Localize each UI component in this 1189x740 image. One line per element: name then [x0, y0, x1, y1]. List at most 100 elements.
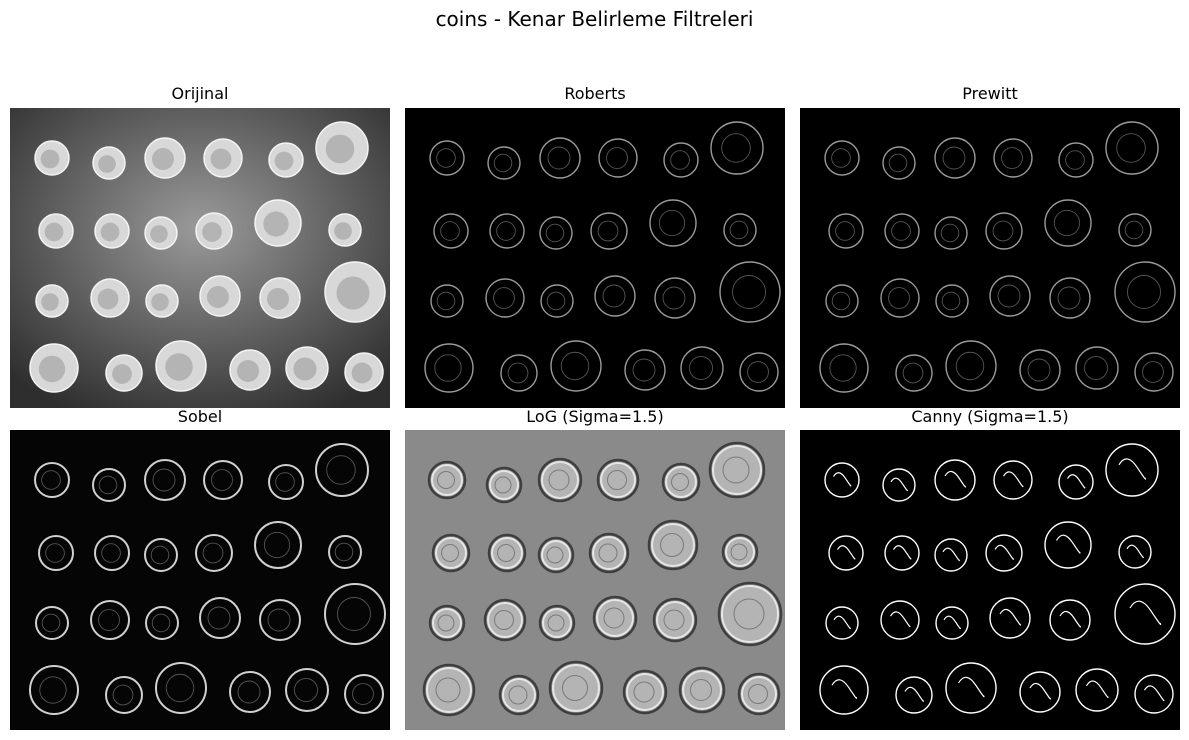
- coin-inner-edge: [440, 221, 460, 241]
- coin-edge: [285, 668, 329, 712]
- coin-edge-dark: [708, 441, 766, 499]
- coin-edge-dark: [428, 604, 466, 642]
- coin-edge-light: [426, 667, 472, 713]
- coin-inner-edge: [267, 608, 291, 632]
- coin-edge-light: [431, 464, 463, 496]
- coin-relief: [733, 598, 765, 630]
- coin-inner-edge: [507, 362, 529, 384]
- coin-edge-light: [651, 523, 695, 567]
- coin-inner-edge: [732, 275, 766, 309]
- coin-inner-edge: [150, 545, 170, 565]
- coin-inner-edge: [1118, 458, 1147, 480]
- coin-inner-edge: [1116, 133, 1146, 163]
- coin-edge-light: [656, 601, 694, 639]
- coin-edge: [828, 213, 864, 249]
- coin-inner-edge: [729, 220, 749, 240]
- coin-relief: [671, 473, 689, 491]
- coin-inner-edge: [606, 147, 628, 169]
- coin-edge: [882, 468, 916, 502]
- coin-edge-light: [682, 670, 722, 710]
- coin-inner-edge: [352, 683, 374, 705]
- coin-edge: [590, 212, 628, 250]
- coin-inner-edge: [546, 291, 566, 311]
- coin-edge-dark: [652, 597, 698, 643]
- coin-edge-dark: [431, 533, 471, 573]
- coin-edge: [1058, 142, 1094, 178]
- coin-edge-dark: [548, 660, 604, 716]
- coin-inner-edge: [944, 470, 966, 488]
- coin-edge: [934, 459, 976, 501]
- coin-inner-edge: [597, 220, 619, 242]
- coin-edge: [895, 354, 933, 392]
- coin-inner-edge: [994, 544, 1014, 560]
- coin-edge: [550, 340, 602, 392]
- coin-edge: [195, 534, 233, 572]
- coin-inner-edge: [942, 547, 960, 562]
- coin-edge: [989, 275, 1031, 317]
- coin-inner-edge: [670, 150, 690, 170]
- coin-edge-light: [487, 602, 523, 638]
- image-background: [800, 108, 1180, 408]
- coin-inner-edge: [493, 153, 513, 173]
- coin-edge: [824, 462, 860, 498]
- coin-edge: [315, 443, 369, 497]
- image-canny: [800, 430, 1180, 730]
- coin-relief: [100, 222, 120, 242]
- figure-title: coins - Kenar Belirleme Filtreleri: [435, 7, 754, 31]
- coin-relief: [165, 353, 193, 381]
- coin-relief: [598, 543, 618, 563]
- coin-edge: [594, 275, 636, 317]
- coin-inner-edge: [836, 545, 856, 560]
- panel-title-log: LoG (Sigma=1.5): [526, 407, 664, 426]
- coin-inner-edge: [1124, 220, 1144, 240]
- coin-relief: [437, 471, 455, 489]
- coin-inner-edge: [662, 286, 686, 310]
- coin-inner-edge: [436, 148, 456, 168]
- panel-original: [10, 108, 390, 408]
- coin-edge: [500, 354, 538, 392]
- coin-edge: [895, 676, 933, 714]
- coin-inner-edge: [45, 543, 65, 563]
- coin-inner-edge: [1085, 680, 1109, 698]
- coin-relief: [548, 469, 570, 491]
- panel-title-original: Orijinal: [171, 84, 229, 103]
- coin-edge: [1075, 668, 1119, 712]
- coin-inner-edge: [831, 291, 851, 311]
- coin-edge: [819, 343, 869, 393]
- coin-inner-edge: [997, 284, 1021, 308]
- coin-relief: [336, 276, 370, 310]
- coin-edge: [145, 606, 179, 640]
- coin-edge-light: [489, 470, 519, 500]
- coin-inner-edge: [1126, 544, 1144, 559]
- coin-edge-dark: [661, 462, 701, 502]
- coin-inner-edge: [211, 469, 233, 491]
- coin-edge-dark: [737, 672, 781, 716]
- coin-edge-light: [491, 537, 523, 569]
- coin-inner-edge: [999, 608, 1021, 626]
- coin-relief: [748, 684, 768, 704]
- coin-inner-edge: [98, 609, 120, 631]
- coin-edge-light: [542, 608, 572, 638]
- coin-edge-dark: [427, 460, 467, 500]
- coin-inner-edge: [941, 291, 961, 311]
- coin-relief: [351, 362, 373, 384]
- image-background: [800, 430, 1180, 730]
- coin-relief: [202, 222, 222, 242]
- coin-edge-dark: [678, 666, 726, 714]
- coin-edge: [880, 278, 920, 318]
- coin-edge-light: [552, 664, 600, 712]
- coin-edge: [945, 340, 997, 392]
- coin-edge: [268, 464, 304, 500]
- image-background: [10, 430, 390, 730]
- coin-inner-edge: [1066, 474, 1086, 489]
- coin-inner-edge: [436, 291, 456, 311]
- coin-inner-edge: [747, 361, 769, 383]
- coin-edge: [1044, 199, 1092, 247]
- coin-edge-dark: [588, 532, 630, 574]
- coin-edge: [430, 284, 464, 318]
- coin-edge: [1049, 599, 1091, 641]
- coin-edge: [485, 278, 525, 318]
- coin-edge: [29, 665, 79, 715]
- panel-title-roberts: Roberts: [564, 84, 626, 103]
- coin-inner-edge: [207, 606, 231, 630]
